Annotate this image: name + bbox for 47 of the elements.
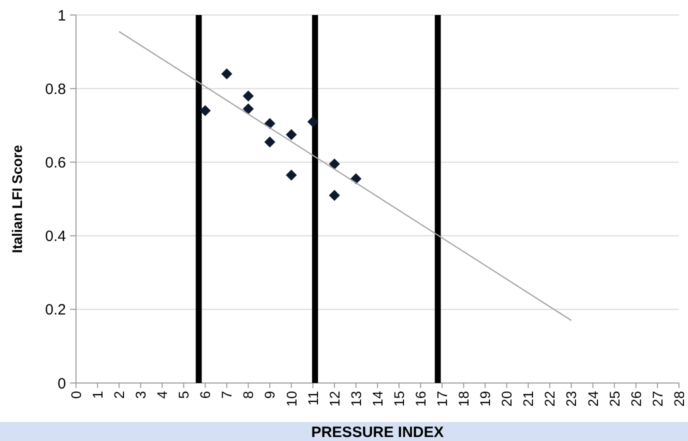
x-tick-label: 0 bbox=[68, 390, 84, 399]
point bbox=[242, 90, 254, 102]
point bbox=[328, 190, 340, 201]
x-tick-label: 2 bbox=[110, 390, 127, 399]
point bbox=[286, 129, 297, 140]
x-tick-label: 22 bbox=[542, 390, 558, 407]
x-tick-label: 28 bbox=[670, 390, 687, 407]
x-tick-label: 24 bbox=[584, 390, 601, 407]
y-tick-label: 0.2 bbox=[45, 302, 66, 319]
x-tick-label: 20 bbox=[498, 390, 515, 407]
point bbox=[200, 105, 211, 116]
x-tick-label: 18 bbox=[456, 390, 472, 407]
x-tick-label: 16 bbox=[412, 390, 428, 407]
x-tick-label: 21 bbox=[520, 390, 536, 407]
y-axis-title: Italian LFI Score bbox=[9, 144, 25, 254]
point bbox=[264, 118, 276, 130]
x-tick-label: 7 bbox=[218, 390, 235, 399]
x-tick-label: 25 bbox=[606, 390, 622, 407]
y-tick-label: 0.6 bbox=[45, 154, 66, 172]
x-tick-label: 19 bbox=[477, 390, 494, 407]
x-tick-label: 4 bbox=[154, 390, 170, 399]
point bbox=[242, 103, 254, 114]
x-tick-label: 17 bbox=[434, 390, 450, 407]
y-tick-label: 1 bbox=[58, 7, 66, 24]
y-tick-label: 0.8 bbox=[45, 80, 66, 98]
x-tick-label: 5 bbox=[176, 390, 192, 399]
x-tick-label: 10 bbox=[283, 390, 300, 407]
y-tick-label: 0.4 bbox=[45, 228, 66, 246]
x-tick-label: 13 bbox=[348, 390, 364, 407]
point bbox=[328, 158, 340, 170]
x-tick-label: 27 bbox=[649, 390, 666, 407]
x-tick-label: 23 bbox=[563, 390, 580, 407]
x-tick-label: 11 bbox=[304, 390, 321, 406]
x-tick-label: 26 bbox=[628, 390, 644, 407]
x-tick-label: 12 bbox=[326, 390, 342, 407]
x-tick-label: 15 bbox=[390, 390, 407, 407]
x-tick-label: 3 bbox=[132, 390, 149, 399]
point bbox=[286, 170, 297, 181]
point bbox=[221, 68, 232, 80]
x-tick-label: 6 bbox=[197, 390, 214, 399]
point bbox=[264, 136, 276, 148]
x-tick-label: 14 bbox=[369, 390, 386, 407]
point bbox=[307, 116, 318, 128]
x-axis-title: PRESSURE INDEX bbox=[311, 424, 444, 441]
x-tick-label: 9 bbox=[262, 390, 278, 399]
x-tick-label: 8 bbox=[240, 390, 256, 399]
x-tick-label: 1 bbox=[89, 390, 106, 399]
